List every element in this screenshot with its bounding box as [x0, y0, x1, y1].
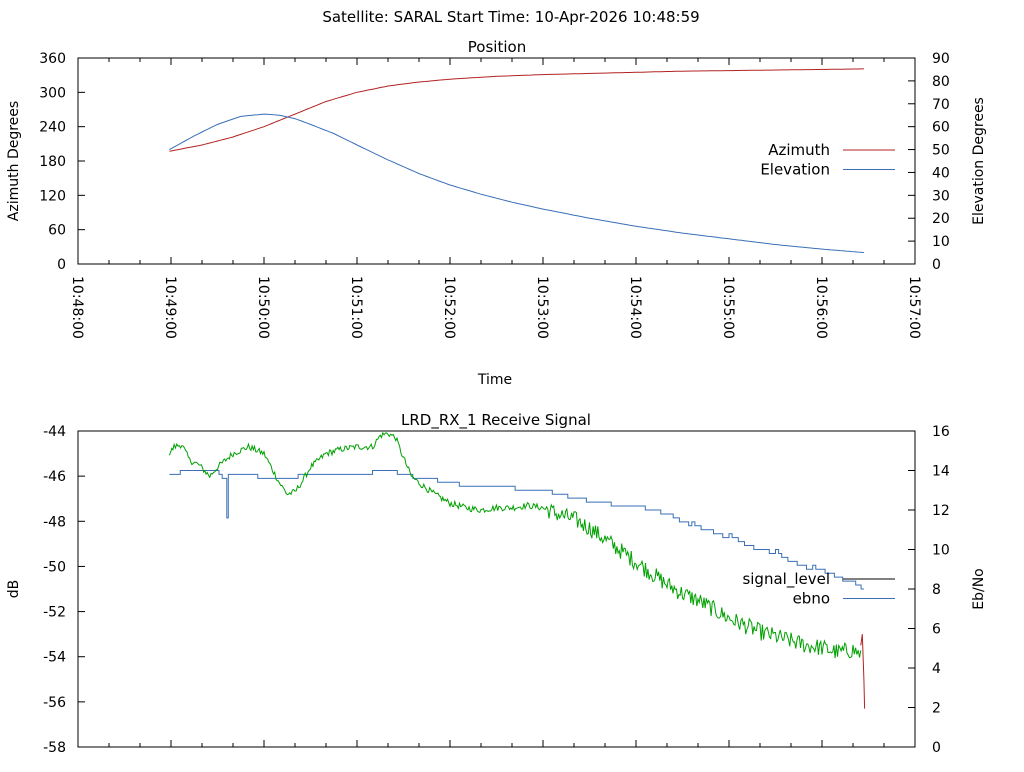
y-tick-label: 60 [48, 223, 66, 239]
y-tick-label: -48 [43, 514, 66, 530]
y2-tick-label: 0 [932, 740, 941, 756]
chart-title-position: Position [468, 38, 526, 56]
y2-axis-label-elevation: Elevation Degrees [971, 97, 987, 225]
y2-tick-label: 60 [932, 120, 950, 136]
y2-tick-label: 10 [932, 543, 950, 559]
legend-label-azimuth: Azimuth [768, 141, 830, 159]
y2-tick-label: 4 [932, 661, 941, 677]
y-tick-label: -54 [43, 650, 66, 666]
y2-tick-label: 12 [932, 503, 950, 519]
y2-tick-label: 90 [932, 51, 950, 67]
y-tick-label: 360 [39, 51, 66, 67]
x-tick-label: 10:51:00 [348, 276, 364, 339]
y2-tick-label: 16 [932, 424, 950, 440]
y-axis-label-azimuth: Azimuth Degrees [6, 101, 22, 221]
y2-tick-label: 20 [932, 211, 950, 227]
y-tick-label: 120 [39, 188, 66, 204]
series-line-azimuth [169, 68, 864, 152]
legend-label-ebno: ebno [793, 590, 830, 608]
legend-label-signal-level: signal_level [742, 570, 830, 589]
y2-axis-label-ebno: Eb/No [971, 568, 987, 610]
y2-tick-label: 14 [932, 464, 950, 480]
x-tick-label: 10:49:00 [162, 276, 178, 339]
chart-title-receive-signal: LRD_RX_1 Receive Signal [401, 411, 591, 430]
y-tick-label: -46 [43, 469, 66, 485]
y2-tick-label: 70 [932, 97, 950, 113]
y2-tick-label: 10 [932, 234, 950, 250]
x-tick-label: 10:56:00 [813, 276, 829, 339]
legend-label-elevation: Elevation [760, 161, 830, 179]
y-tick-label: -58 [43, 740, 66, 756]
x-tick-label: 10:55:00 [720, 276, 736, 339]
x-tick-label: 10:50:00 [255, 276, 271, 339]
y2-tick-label: 30 [932, 188, 950, 204]
x-axis-label-time: Time [477, 372, 512, 388]
y2-tick-label: 8 [932, 582, 941, 598]
x-tick-label: 10:57:00 [906, 276, 922, 339]
page-header: Satellite: SARAL Start Time: 10-Apr-2026… [322, 8, 699, 26]
x-tick-label: 10:54:00 [627, 276, 643, 339]
plot-frame-receive-signal [77, 430, 916, 748]
y2-tick-label: 0 [932, 257, 941, 273]
x-tick-label: 10:48:00 [69, 276, 85, 339]
y-tick-label: -52 [43, 605, 66, 621]
series-line-signal-drop [860, 634, 866, 709]
y2-tick-label: 2 [932, 701, 941, 717]
y-tick-label: -50 [43, 559, 66, 575]
y-axis-label-db: dB [6, 580, 22, 599]
y2-tick-label: 80 [932, 74, 950, 90]
y2-tick-label: 50 [932, 143, 950, 159]
y-tick-label: 180 [39, 154, 66, 170]
y-tick-label: 300 [39, 85, 66, 101]
series-line-elevation [169, 113, 864, 254]
y2-tick-label: 40 [932, 165, 950, 181]
y2-tick-label: 6 [932, 622, 941, 638]
x-tick-label: 10:52:00 [441, 276, 457, 339]
x-tick-label: 10:53:00 [534, 276, 550, 339]
series-line-ebno [169, 470, 864, 590]
y-tick-label: 0 [57, 257, 66, 273]
y-tick-label: -56 [43, 695, 66, 711]
y-tick-label: 240 [39, 120, 66, 136]
series-line-receive-signal [168, 431, 862, 659]
y-tick-label: -44 [43, 424, 66, 440]
